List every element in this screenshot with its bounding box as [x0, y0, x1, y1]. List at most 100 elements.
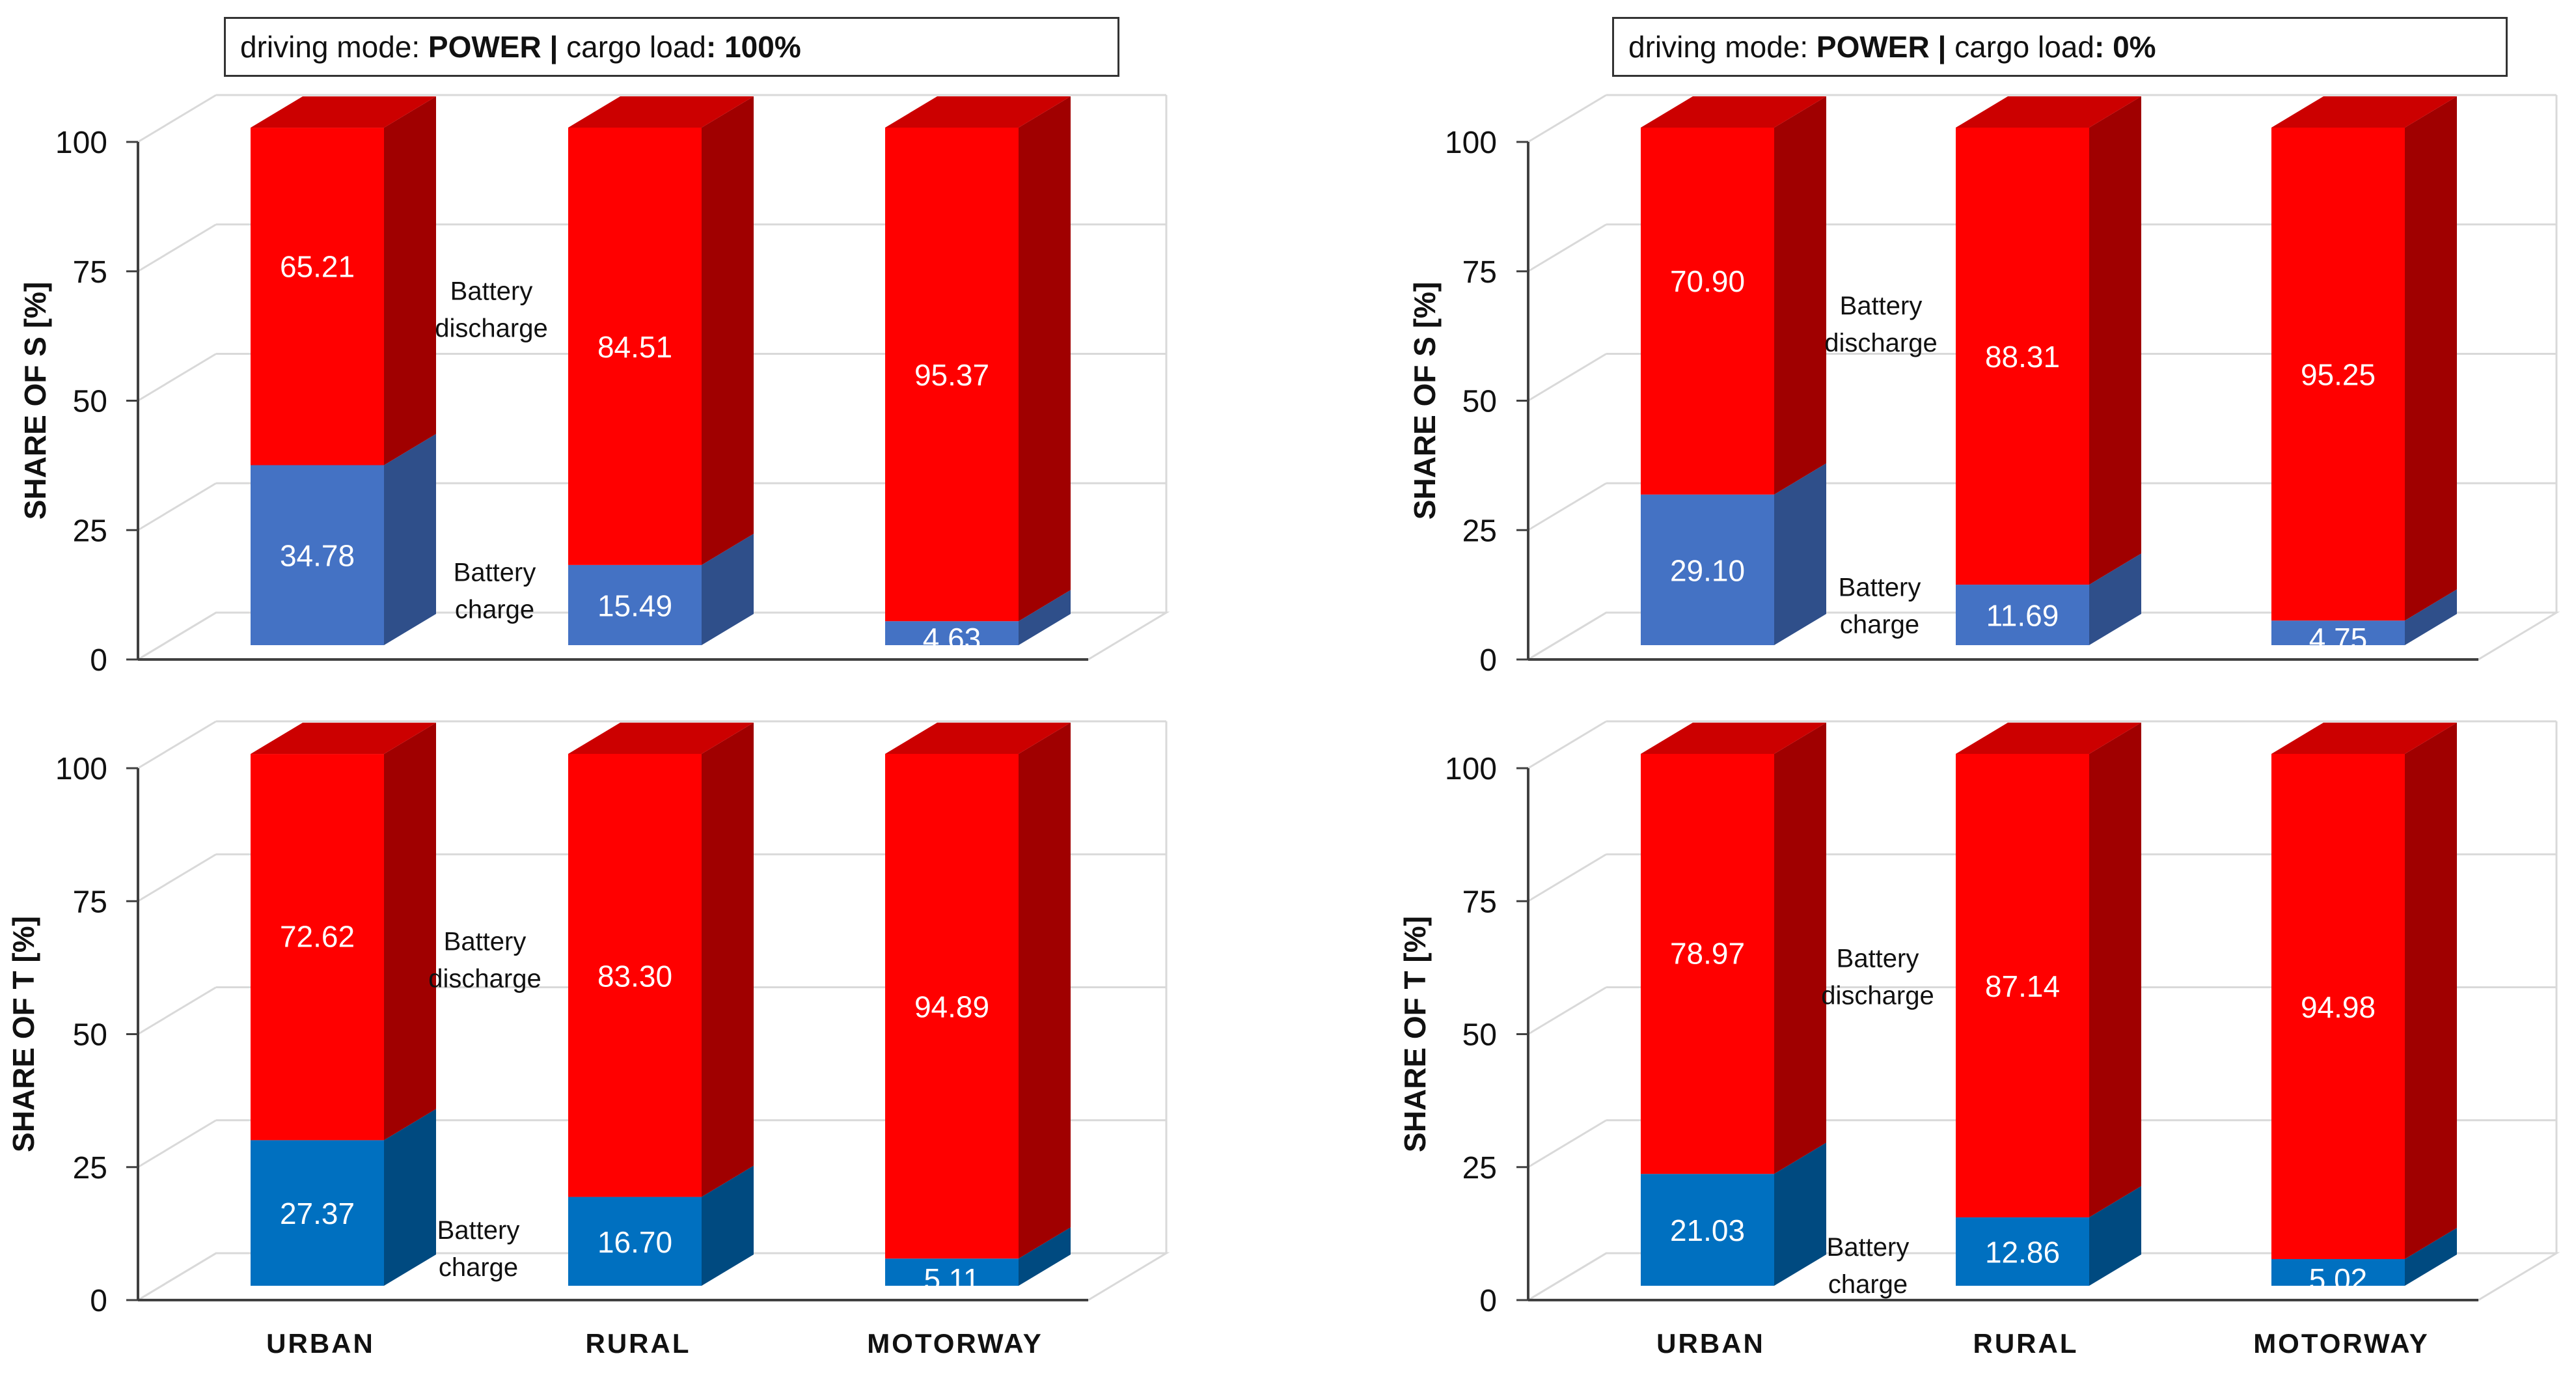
- bar-charge-front: [1641, 1174, 1774, 1286]
- load-label: cargo load: [1954, 30, 2094, 64]
- bar-discharge-top: [2271, 723, 2457, 754]
- x-tick-label: MOTORWAY: [867, 1328, 1043, 1359]
- gridline-diagonal: [1528, 1119, 1607, 1169]
- y-tick-label: 50: [1462, 385, 1497, 419]
- data-label-charge: 12.86: [1985, 1235, 2060, 1269]
- bar-charge-front: [1956, 1217, 2089, 1286]
- bar-charge-side: [702, 1165, 754, 1286]
- gridline-diagonal: [137, 611, 217, 661]
- bar-urban: 29.10 70.90: [1641, 96, 1826, 645]
- bar-motorway: 4.63 95.37: [885, 96, 1071, 656]
- bar-discharge-front: [885, 754, 1019, 1259]
- bar-discharge-front: [1956, 754, 2089, 1217]
- y-tick-label: 75: [73, 255, 107, 290]
- y-tick-label: 25: [1462, 514, 1497, 548]
- bar-charge-front: [2271, 620, 2405, 645]
- mode-label: driving mode:: [1628, 30, 1816, 64]
- data-label-charge: 15.49: [597, 589, 672, 622]
- chart-bottom-right: 0 25 50 75 100 SHARE OF T [%] 21.03 78.97 URBAN B…: [1398, 720, 2560, 1359]
- x-tick-label: RURAL: [586, 1328, 691, 1359]
- bar-urban: 21.03 78.97: [1641, 723, 1826, 1286]
- bar-charge-side: [1019, 590, 1071, 645]
- gridline-diagonal: [1528, 720, 1607, 770]
- x-tick-label: RURAL: [1973, 1328, 2079, 1359]
- y-tick-label: 0: [1479, 1284, 1497, 1318]
- gridline-diagonal: [137, 1119, 217, 1169]
- data-label-charge: 29.10: [1670, 553, 1745, 587]
- data-label-discharge: 88.31: [1985, 340, 2060, 374]
- series-annotation: discharge: [1824, 329, 1937, 357]
- gridline-diagonal: [1528, 986, 1607, 1035]
- bar-charge-front: [251, 1140, 384, 1286]
- data-label-discharge: 78.97: [1670, 937, 1745, 971]
- data-label-discharge: 65.21: [280, 249, 355, 283]
- data-label-discharge: 84.51: [597, 330, 672, 364]
- data-label-discharge: 83.30: [597, 959, 672, 993]
- data-label-charge: 5.11: [924, 1262, 980, 1296]
- x-tick-label: URBAN: [266, 1328, 375, 1359]
- gridline-diagonal: [1528, 223, 1607, 273]
- y-tick-label: 100: [1445, 752, 1497, 786]
- y-tick-label: 75: [1462, 255, 1497, 290]
- bar-discharge-side: [1774, 723, 1826, 1174]
- bar-charge-front: [1641, 494, 1774, 645]
- bar-charge-side: [1019, 1227, 1071, 1286]
- chart-top-left: 0 25 50 75 100 SHARE OF S [%] 34.78 65.21 Batter…: [18, 94, 1170, 678]
- bar-motorway: 5.02 94.98: [2271, 723, 2457, 1296]
- bar-discharge-side: [702, 96, 754, 565]
- gridline-diagonal: [1528, 482, 1607, 531]
- data-label-charge: 27.37: [280, 1197, 355, 1230]
- series-annotation: discharge: [1821, 982, 1934, 1010]
- y-tick-label: 50: [73, 1018, 107, 1053]
- gridline-diagonal: [1528, 353, 1607, 402]
- y-tick-label: 0: [90, 643, 107, 678]
- bar-charge-side: [1774, 463, 1826, 645]
- mode-value: POWER: [1816, 30, 1930, 64]
- bar-discharge-top: [1641, 723, 1826, 754]
- bar-discharge-top: [251, 96, 436, 128]
- bar-charge-front: [251, 465, 384, 645]
- data-label-discharge: 87.14: [1985, 969, 2060, 1003]
- bar-urban: 34.78 65.21: [251, 96, 436, 645]
- series-annotation: Battery: [1839, 573, 1921, 602]
- y-tick-label: 100: [55, 126, 107, 160]
- y-axis-label: SHARE OF T [%]: [7, 916, 40, 1152]
- bar-discharge-front: [251, 754, 384, 1141]
- series-annotation: Battery: [1827, 1233, 1910, 1262]
- y-tick-label: 50: [73, 385, 107, 419]
- bar-charge-front: [885, 1258, 1019, 1286]
- bar-discharge-front: [885, 128, 1019, 622]
- series-annotation: Battery: [437, 1216, 520, 1245]
- bar-discharge-side: [2089, 96, 2141, 585]
- data-label-charge: 11.69: [1986, 599, 2059, 633]
- bar-motorway: 5.11 94.89: [885, 723, 1071, 1296]
- data-label-charge: 4.75: [2309, 622, 2368, 656]
- load-value: : 0%: [2094, 30, 2156, 64]
- bar-discharge-front: [568, 754, 702, 1197]
- data-label-charge: 5.02: [2309, 1262, 2368, 1296]
- y-tick-label: 75: [1462, 885, 1497, 919]
- series-annotation: charge: [439, 1253, 518, 1282]
- chart-top-right: 0 25 50 75 100 SHARE OF S [%] 29.10 70.90 Batter…: [1408, 94, 2560, 678]
- data-label-discharge: 95.25: [2301, 358, 2376, 392]
- bar-discharge-front: [251, 128, 384, 465]
- bar-discharge-side: [384, 96, 436, 465]
- title-separator: |: [1929, 30, 1955, 64]
- bar-rural: 15.49 84.51: [568, 96, 754, 645]
- load-label: cargo load: [566, 30, 706, 64]
- bar-discharge-side: [2405, 96, 2457, 621]
- panel-title-left: driving mode: POWER | cargo load: 100%: [224, 17, 1119, 77]
- gridline-diagonal: [137, 223, 217, 273]
- gridline-diagonal: [137, 853, 217, 902]
- bar-discharge-front: [568, 128, 702, 565]
- series-annotation: charge: [1840, 610, 1919, 639]
- y-tick-label: 100: [55, 752, 107, 786]
- y-tick-label: 50: [1462, 1018, 1497, 1053]
- gridline-diagonal: [137, 986, 217, 1035]
- x-tick-label: URBAN: [1656, 1328, 1765, 1359]
- y-tick-label: 25: [73, 1151, 107, 1186]
- bar-discharge-top: [1641, 96, 1826, 128]
- bar-discharge-top: [568, 96, 754, 128]
